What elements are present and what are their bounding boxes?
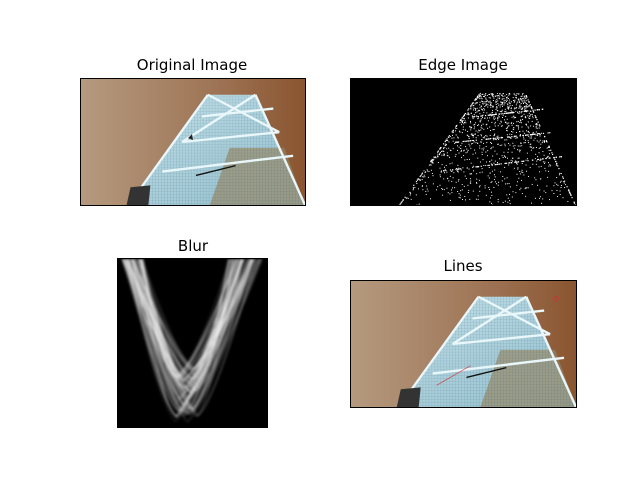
lines-image-photo: [351, 281, 576, 407]
original-image-photo: [81, 79, 305, 205]
lines-panel: [350, 280, 577, 408]
panel-title-edge: Edge Image: [418, 56, 508, 74]
detected-point: [553, 296, 559, 302]
original-image-panel: [80, 78, 306, 206]
edge-image-panel: [350, 78, 577, 206]
panel-title-blur: Blur: [177, 237, 209, 255]
blur-image-canvas: [118, 259, 267, 427]
detected-line: [436, 365, 471, 386]
panel-title-original: Original Image: [136, 56, 248, 74]
panel-title-lines: Lines: [443, 257, 483, 275]
blur-panel: [117, 258, 268, 428]
edge-image-canvas: [351, 79, 576, 205]
